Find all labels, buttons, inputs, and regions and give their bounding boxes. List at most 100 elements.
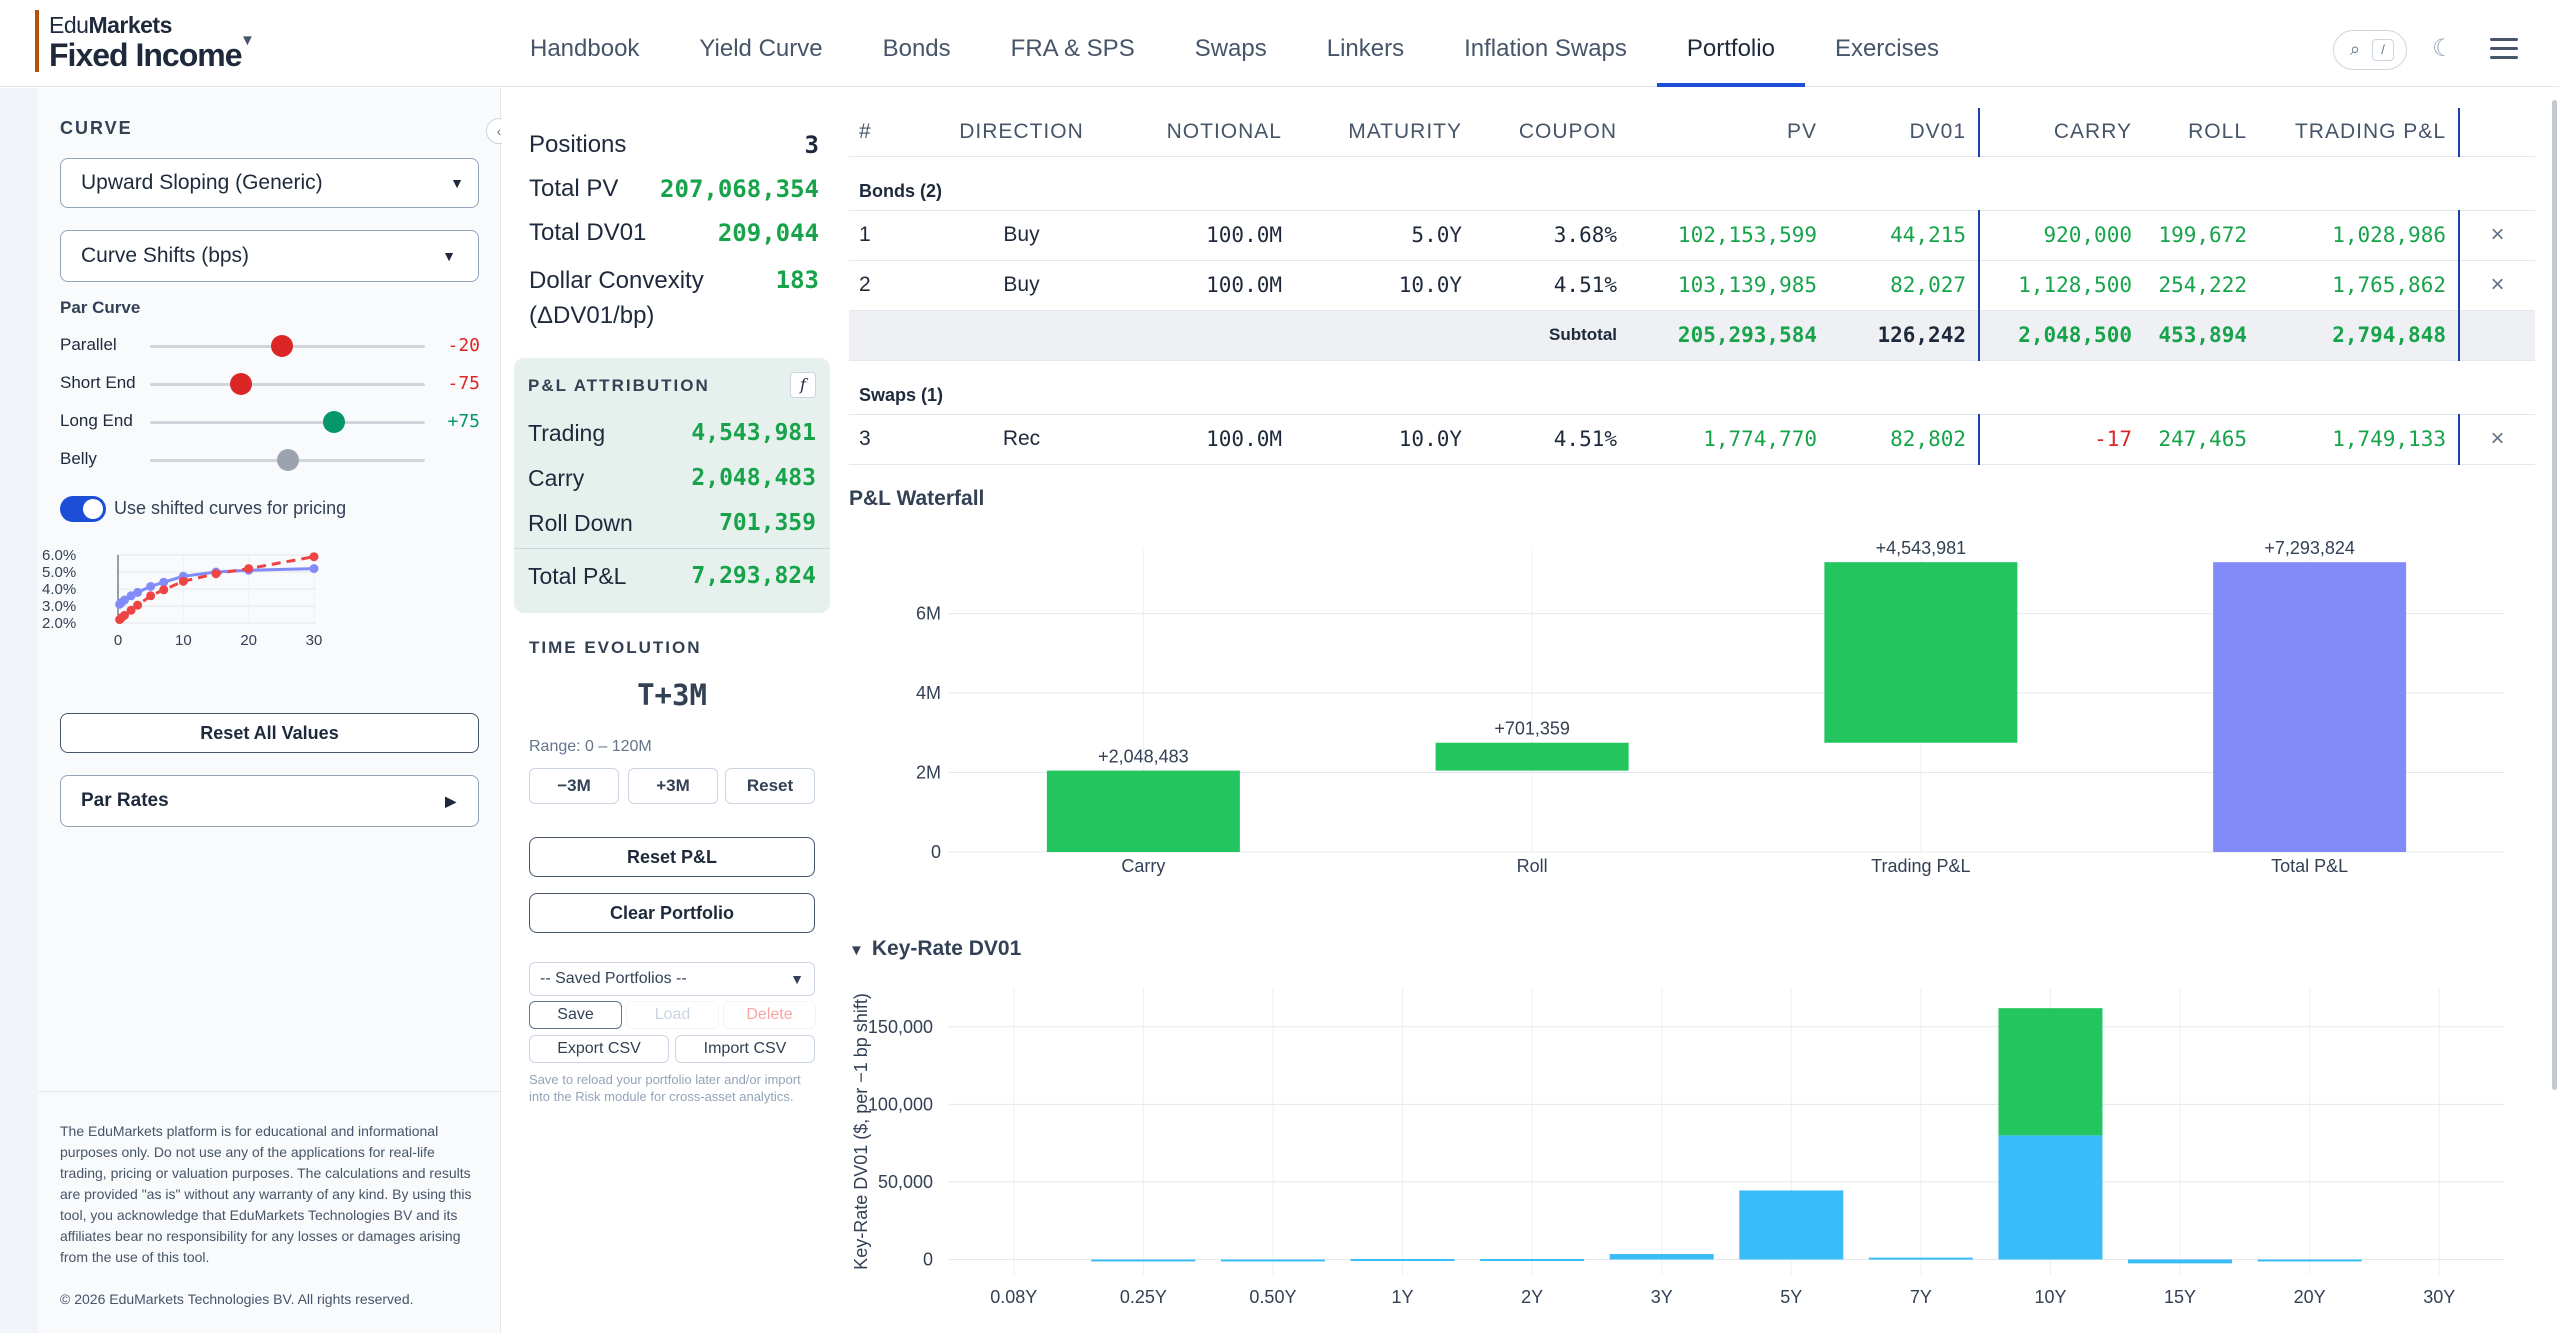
krd-x-tick: 30Y bbox=[2423, 1287, 2455, 1307]
delete-button[interactable]: Delete bbox=[723, 1001, 816, 1029]
export-csv-button[interactable]: Export CSV bbox=[529, 1035, 669, 1063]
plus-3m-button[interactable]: +3M bbox=[628, 768, 718, 804]
krd-bar[interactable] bbox=[1350, 1259, 1455, 1262]
slider-track[interactable] bbox=[150, 383, 425, 386]
column-header[interactable]: COUPON bbox=[1474, 108, 1629, 157]
search-button[interactable]: ⌕ / bbox=[2333, 30, 2407, 70]
krd-title: Key-Rate DV01 bbox=[871, 937, 1022, 960]
mini-curve-point bbox=[120, 610, 130, 620]
subtotal-dv01: 126,242 bbox=[1829, 310, 1980, 361]
reset-pl-button[interactable]: Reset P&L bbox=[529, 837, 815, 877]
column-header[interactable]: DIRECTION bbox=[929, 108, 1114, 157]
nav-tab-4[interactable]: Swaps bbox=[1194, 35, 1267, 62]
saved-portfolios-select[interactable]: -- Saved Portfolios -- ▼ bbox=[529, 962, 815, 996]
mini-x-tick: 0 bbox=[114, 632, 122, 649]
table-row[interactable]: 2 Buy 100.0M 10.0Y 4.51% 103,139,985 82,027 1,1… bbox=[849, 260, 2535, 311]
minus-3m-button[interactable]: −3M bbox=[529, 768, 619, 804]
waterfall-bar[interactable] bbox=[1046, 770, 1240, 852]
waterfall-bar[interactable] bbox=[1435, 742, 1629, 771]
theme-toggle-icon[interactable]: ☾ bbox=[2432, 35, 2454, 62]
waterfall-y-tick: 2M bbox=[916, 763, 941, 783]
shifted-curves-toggle[interactable] bbox=[60, 496, 106, 522]
slider-handle[interactable] bbox=[276, 449, 299, 471]
column-header[interactable]: NOTIONAL bbox=[1114, 108, 1294, 157]
column-header[interactable]: DV01 bbox=[1829, 108, 1980, 157]
search-icon: ⌕ bbox=[2350, 39, 2361, 59]
cell-dv01: 82,802 bbox=[1829, 414, 1980, 465]
slider-handle[interactable] bbox=[323, 411, 346, 433]
nav-tab-5[interactable]: Linkers bbox=[1326, 35, 1405, 62]
brand-logo[interactable]: EduMarkets Fixed Income bbox=[35, 10, 242, 72]
par-rates-toggle[interactable]: Par Rates ▶ bbox=[60, 775, 479, 827]
krd-bar[interactable] bbox=[1480, 1259, 1585, 1262]
waterfall-bar[interactable] bbox=[2213, 562, 2407, 852]
krd-bar[interactable] bbox=[1998, 1135, 2103, 1260]
krd-y-tick: 150,000 bbox=[868, 1017, 933, 1037]
page-scrollbar[interactable] bbox=[2552, 100, 2557, 1090]
krd-bar[interactable] bbox=[1868, 1257, 1973, 1260]
slider-row: Parallel -20 bbox=[60, 331, 480, 361]
disclaimer-text: The EduMarkets platform is for education… bbox=[60, 1123, 472, 1265]
import-csv-button[interactable]: Import CSV bbox=[675, 1035, 815, 1063]
save-button[interactable]: Save bbox=[529, 1001, 622, 1029]
krd-bar[interactable] bbox=[2257, 1259, 2362, 1262]
nav-tab-0[interactable]: Handbook bbox=[530, 35, 640, 62]
total-pv-value: 207,068,354 bbox=[660, 175, 819, 203]
slider-handle[interactable] bbox=[271, 335, 293, 357]
pl-row-label: Roll Down bbox=[528, 510, 633, 536]
reset-all-button[interactable]: Reset All Values bbox=[60, 713, 479, 753]
slider-handle[interactable] bbox=[229, 373, 252, 395]
remove-position-icon[interactable]: × bbox=[2459, 210, 2535, 261]
krd-bar[interactable] bbox=[2128, 1259, 2233, 1264]
curve-title: CURVE bbox=[60, 118, 133, 138]
table-row[interactable]: 3 Rec 100.0M 10.0Y 4.51% 1,774,770 82,802 -17 24… bbox=[849, 414, 2535, 465]
krd-bar[interactable] bbox=[1609, 1254, 1714, 1260]
positions-table: # DIRECTION NOTIONAL MATURITY COUPON PV DV01 CA… bbox=[849, 108, 2535, 465]
slider-row: Belly bbox=[60, 445, 480, 475]
krd-bar[interactable] bbox=[1091, 1259, 1196, 1262]
krd-bar[interactable] bbox=[1998, 1008, 2103, 1136]
clear-portfolio-button[interactable]: Clear Portfolio bbox=[529, 893, 815, 933]
remove-position-icon[interactable]: × bbox=[2459, 260, 2535, 311]
nav-tab-6[interactable]: Inflation Swaps bbox=[1464, 35, 1627, 62]
curve-select[interactable]: Upward Sloping (Generic) ▼ bbox=[60, 158, 479, 208]
nav-tab-8[interactable]: Exercises bbox=[1834, 35, 1939, 62]
column-header[interactable]: PV bbox=[1629, 108, 1829, 157]
formula-icon[interactable]: f bbox=[790, 372, 816, 398]
remove-position-icon[interactable]: × bbox=[2459, 414, 2535, 465]
mini-y-tick: 3.0% bbox=[42, 598, 76, 615]
krd-bar[interactable] bbox=[1739, 1190, 1844, 1260]
column-header[interactable]: # bbox=[849, 108, 929, 157]
slider-row: Long End +75 bbox=[60, 407, 480, 437]
nav-tab-3[interactable]: FRA & SPS bbox=[1010, 35, 1135, 62]
shifted-curves-label: Use shifted curves for pricing bbox=[114, 498, 347, 518]
cell-roll: 247,465 bbox=[2144, 414, 2259, 465]
menu-icon[interactable] bbox=[2490, 38, 2518, 65]
krd-bar[interactable] bbox=[1220, 1259, 1325, 1262]
brand-dropdown-icon[interactable]: ▼ bbox=[240, 32, 255, 49]
krd-toggle[interactable]: ▼ Key-Rate DV01 bbox=[849, 937, 1021, 961]
mini-curve-point bbox=[159, 577, 169, 587]
total-dv01-row: Total DV01 209,044 bbox=[529, 219, 819, 247]
subtotal-roll: 453,894 bbox=[2144, 310, 2259, 361]
column-header[interactable]: ROLL bbox=[2144, 108, 2259, 157]
group-row: Bonds (2) bbox=[849, 156, 2535, 211]
reset-time-button[interactable]: Reset bbox=[725, 768, 815, 804]
krd-x-tick: 1Y bbox=[1392, 1287, 1414, 1307]
waterfall-bar[interactable] bbox=[1824, 562, 2018, 743]
copyright-text: © 2026 EduMarkets Technologies BV. All r… bbox=[60, 1291, 414, 1307]
column-header[interactable]: TRADING P&L bbox=[2259, 108, 2460, 157]
curve-shifts-toggle[interactable]: Curve Shifts (bps) ▼ bbox=[60, 230, 479, 282]
column-header-actions bbox=[2459, 108, 2535, 157]
cell-cpn: 4.51% bbox=[1474, 260, 1629, 311]
column-header[interactable]: CARRY bbox=[1979, 108, 2144, 157]
column-header[interactable]: MATURITY bbox=[1294, 108, 1474, 157]
nav-tab-1[interactable]: Yield Curve bbox=[699, 35, 823, 62]
load-button[interactable]: Load bbox=[626, 1001, 719, 1029]
chevron-down-icon: ▼ bbox=[790, 971, 804, 987]
table-row[interactable]: 1 Buy 100.0M 5.0Y 3.68% 102,153,599 44,215 920,… bbox=[849, 210, 2535, 261]
nav-tab-7[interactable]: Portfolio bbox=[1656, 0, 1805, 87]
total-dv01-value: 209,044 bbox=[717, 219, 819, 247]
nav-tab-2[interactable]: Bonds bbox=[882, 35, 951, 62]
slider-track[interactable] bbox=[150, 421, 425, 424]
